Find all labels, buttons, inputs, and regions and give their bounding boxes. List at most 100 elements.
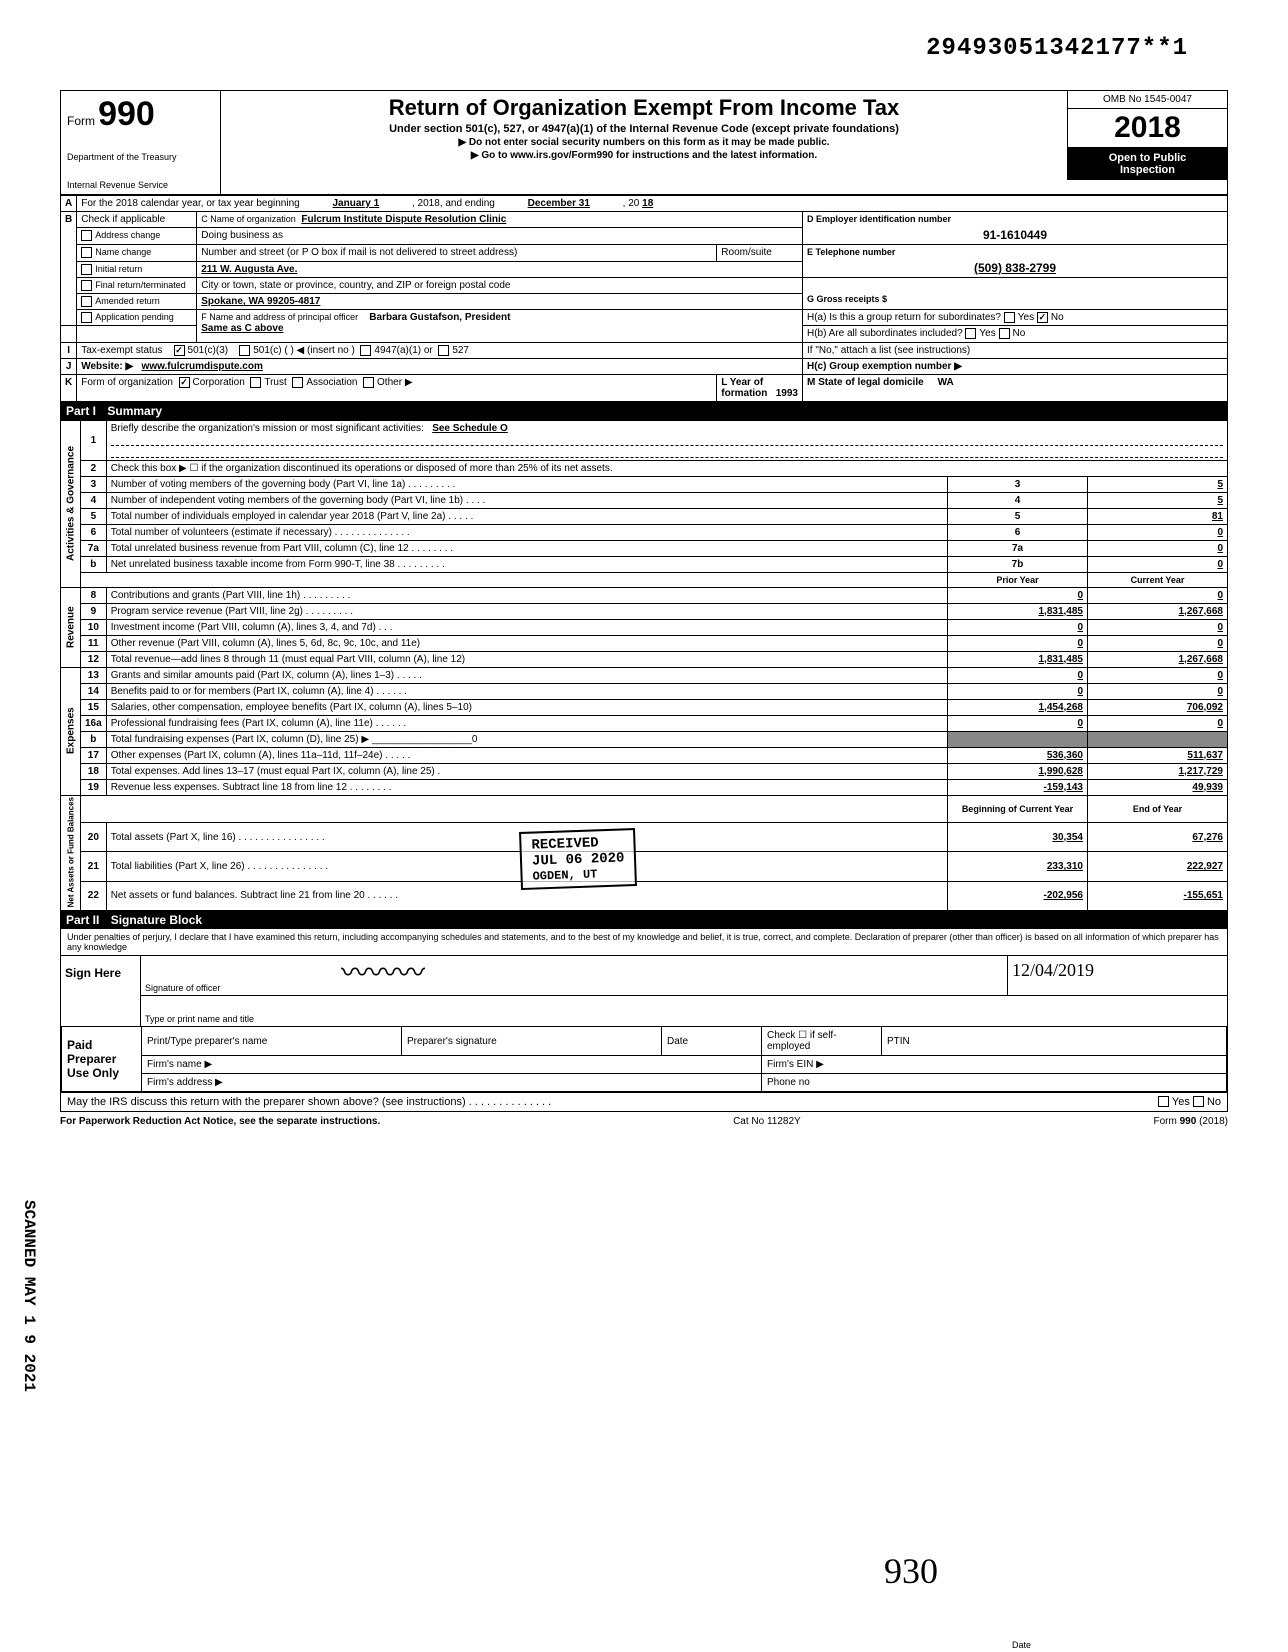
chk-Hb-no[interactable]	[999, 328, 1010, 339]
penalty-text: Under penalties of perjury, I declare th…	[61, 929, 1227, 956]
opt-app-pending: Application pending	[95, 312, 174, 322]
line5-val: 81	[1088, 508, 1228, 524]
discuss-text: May the IRS discuss this return with the…	[67, 1096, 1158, 1108]
Hb-no: No	[1013, 329, 1026, 340]
Hb-label: H(b) Are all subordinates included?	[807, 329, 963, 340]
part1-title: Summary	[107, 404, 162, 418]
line6-box: 6	[948, 524, 1088, 540]
chk-name-change[interactable]	[81, 247, 92, 258]
K-label: Form of organization	[81, 377, 173, 388]
line18-desc: Total expenses. Add lines 13–17 (must eq…	[106, 763, 947, 779]
line-A-mid: , 2018, and ending	[412, 198, 495, 209]
line1-no: 1	[81, 420, 107, 460]
C-name-label: C Name of organization	[201, 214, 296, 224]
line14-prior: 0	[948, 683, 1088, 699]
sig-date-label: Date	[1012, 1640, 1031, 1650]
Ha-yes: Yes	[1018, 312, 1034, 323]
line4-desc: Number of independent voting members of …	[106, 492, 947, 508]
chk-501c[interactable]	[239, 345, 250, 356]
prep-check-label: Check ☐ if self-employed	[762, 1027, 882, 1056]
form-title: Return of Organization Exempt From Incom…	[227, 95, 1061, 121]
line17-no: 17	[81, 747, 107, 763]
line11-no: 11	[81, 635, 107, 651]
chk-4947[interactable]	[360, 345, 371, 356]
line18-no: 18	[81, 763, 107, 779]
line15-prior: 1,454,268	[948, 699, 1088, 715]
chk-amended[interactable]	[81, 296, 92, 307]
footer-mid: Cat No 11282Y	[733, 1116, 801, 1127]
line11-curr: 0	[1088, 635, 1228, 651]
chk-address-change[interactable]	[81, 230, 92, 241]
line17-desc: Other expenses (Part IX, column (A), lin…	[106, 747, 947, 763]
part2-title: Signature Block	[111, 913, 202, 927]
line1-label: Briefly describe the organization's miss…	[111, 423, 424, 434]
line4-box: 4	[948, 492, 1088, 508]
form-header: Form 990 Department of the Treasury Inte…	[60, 90, 1228, 195]
line14-curr: 0	[1088, 683, 1228, 699]
line12-desc: Total revenue—add lines 8 through 11 (mu…	[106, 651, 947, 667]
chk-other[interactable]	[363, 377, 374, 388]
footer-left: For Paperwork Reduction Act Notice, see …	[60, 1116, 380, 1127]
line-A-yr: 18	[642, 198, 653, 209]
col-current: Current Year	[1088, 572, 1228, 587]
line21-prior: 233,310	[948, 852, 1088, 881]
line7b-val: 0	[1088, 556, 1228, 572]
line7b-box: 7b	[948, 556, 1088, 572]
line20-prior: 30,354	[948, 823, 1088, 852]
chk-initial-return[interactable]	[81, 264, 92, 275]
opt-address-change: Address change	[95, 231, 160, 241]
chk-app-pending[interactable]	[81, 312, 92, 323]
C-city-label: City or town, state or province, country…	[197, 278, 803, 294]
line15-no: 15	[81, 699, 107, 715]
row-I: I	[61, 342, 77, 358]
discuss-yes: Yes	[1172, 1096, 1190, 1108]
chk-Hb-yes[interactable]	[965, 328, 976, 339]
line15-desc: Salaries, other compensation, employee b…	[106, 699, 947, 715]
phone-label: Phone no	[762, 1074, 1227, 1092]
C-room-label: Room/suite	[717, 245, 803, 262]
line9-desc: Program service revenue (Part VIII, line…	[106, 603, 947, 619]
line5-box: 5	[948, 508, 1088, 524]
C-street: 211 W. Augusta Ave.	[197, 261, 803, 278]
chk-Ha-yes[interactable]	[1004, 312, 1015, 323]
G-label: G Gross receipts $	[807, 294, 887, 304]
I-4947: 4947(a)(1) or	[374, 345, 432, 356]
chk-discuss-no[interactable]	[1193, 1096, 1204, 1107]
form-number: 990	[98, 95, 155, 133]
line17-curr: 511,637	[1088, 747, 1228, 763]
open-public-1: Open to Public	[1072, 152, 1223, 164]
line18-curr: 1,217,729	[1088, 763, 1228, 779]
I-label: Tax-exempt status	[81, 345, 162, 356]
row-K: K	[61, 374, 77, 401]
prep-sig-label: Preparer's signature	[402, 1027, 662, 1056]
H-note: If "No," attach a list (see instructions…	[802, 342, 1227, 358]
chk-527[interactable]	[438, 345, 449, 356]
F-name: Barbara Gustafson, President	[369, 312, 510, 323]
sig-date: 12/04/2019	[1012, 960, 1094, 981]
summary-table: Activities & Governance 1 Briefly descri…	[60, 420, 1228, 911]
chk-final-return[interactable]	[81, 280, 92, 291]
line3-desc: Number of voting members of the governin…	[106, 476, 947, 492]
chk-discuss-yes[interactable]	[1158, 1096, 1169, 1107]
line12-curr: 1,267,668	[1088, 651, 1228, 667]
line4-no: 4	[81, 492, 107, 508]
chk-corp[interactable]: ✓	[179, 377, 190, 388]
line9-no: 9	[81, 603, 107, 619]
line10-no: 10	[81, 619, 107, 635]
line16a-desc: Professional fundraising fees (Part IX, …	[106, 715, 947, 731]
chk-Ha-no[interactable]: ✓	[1037, 312, 1048, 323]
prep-date-label: Date	[662, 1027, 762, 1056]
line3-val: 5	[1088, 476, 1228, 492]
J-value: www.fulcrumdispute.com	[142, 361, 263, 372]
chk-trust[interactable]	[250, 377, 261, 388]
preparer-table: Paid Preparer Use Only Print/Type prepar…	[61, 1026, 1227, 1092]
chk-501c3[interactable]: ✓	[174, 345, 185, 356]
line20-no: 20	[81, 823, 107, 852]
I-527: 527	[452, 345, 469, 356]
line13-curr: 0	[1088, 667, 1228, 683]
line19-prior: -159,143	[948, 779, 1088, 795]
line18-prior: 1,990,628	[948, 763, 1088, 779]
K-assoc: Association	[306, 377, 357, 388]
K-other: Other ▶	[377, 377, 412, 388]
chk-assoc[interactable]	[292, 377, 303, 388]
